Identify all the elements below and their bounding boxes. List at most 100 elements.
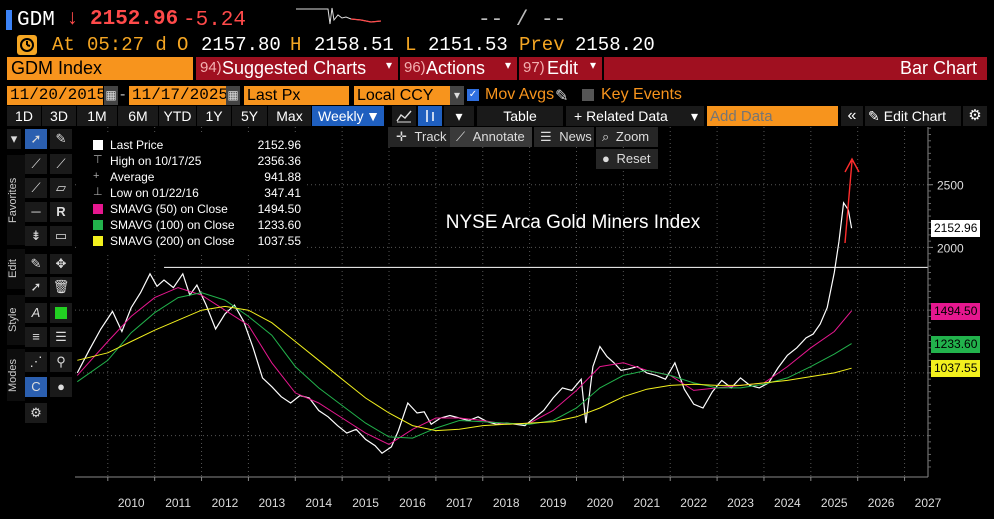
add-data-input[interactable] [707, 106, 838, 126]
key-events-checkbox[interactable] [582, 89, 594, 101]
legend-row-smavg-100[interactable]: SMAVG (100) on Close 1233.60 [79, 217, 307, 233]
settings-gear-icon[interactable]: ⚙ [25, 403, 47, 423]
legend-row-smavg-200[interactable]: SMAVG (200) on Close 1037.55 [79, 233, 307, 249]
end-date-field[interactable]: 11/17/2025 [129, 86, 228, 105]
bar-chart-icon[interactable] [418, 106, 442, 126]
line-weight-icon[interactable]: ≡ [25, 327, 47, 347]
period-max[interactable]: Max [268, 106, 311, 126]
period-ytd[interactable]: YTD [159, 106, 196, 126]
line-style-icon[interactable]: ☰ [50, 327, 72, 347]
chart-legend: Last Price 2152.96 ⊤ High on 10/17/25 23… [79, 135, 307, 255]
palette-collapse-icon[interactable]: ▾ [7, 129, 21, 149]
pencil-icon[interactable]: ✎ [25, 254, 47, 274]
dropdown-arrow-icon[interactable]: ▾ [450, 86, 464, 105]
crosshair-icon: ✛ [396, 129, 407, 144]
reset-label: Reset [616, 151, 651, 166]
edit-chart-label: Edit Chart [883, 108, 946, 124]
rectangle-icon[interactable]: ▭ [50, 226, 72, 246]
legend-row-last-price[interactable]: Last Price 2152.96 [79, 137, 307, 153]
period-6m[interactable]: 6M [118, 106, 158, 126]
line-chart-icon[interactable] [392, 106, 416, 126]
series-line-SMAVG (50) on Close [76, 287, 852, 445]
fib-icon[interactable]: ⇟ [25, 226, 47, 246]
draw-pen-icon[interactable]: ✎ [50, 129, 72, 149]
line-segment-icon[interactable]: ⟋ [25, 178, 47, 198]
x-tick-label: 2022 [680, 496, 707, 510]
ray-icon[interactable]: ⟋ [50, 154, 72, 174]
dropdown-arrow-icon: ▼ [366, 108, 380, 124]
tab-edit[interactable]: Edit [7, 249, 25, 289]
gear-icon[interactable]: ⚙ [963, 106, 987, 126]
high-label: H [290, 34, 302, 56]
chart-type-label: Bar Chart [899, 58, 977, 78]
x-tick-label: 2021 [633, 496, 660, 510]
calendar-icon[interactable]: ▦ [104, 86, 118, 105]
x-tick-label: 2023 [727, 496, 754, 510]
tab-style[interactable]: Style [7, 295, 25, 345]
security-field[interactable]: GDM Index [7, 57, 193, 80]
price-tag: 2152.96 [931, 220, 981, 238]
legend-value: 1233.60 [257, 218, 301, 232]
x-tick-label: 2013 [258, 496, 285, 510]
mov-avgs-checkbox[interactable]: ✓ [467, 89, 479, 101]
quote-header: GDM ↓ 2152.96 -5.24 -- / -- [0, 6, 994, 34]
legend-label: Last Price [110, 138, 164, 152]
ticker-symbol[interactable]: GDM [17, 9, 55, 32]
related-data-button[interactable]: + Related Data ▾ [566, 106, 704, 126]
legend-label: Average [110, 170, 155, 184]
palette-color-icon[interactable]: ● [50, 377, 72, 397]
channel-icon[interactable]: ▱ [50, 178, 72, 198]
retracement-icon[interactable]: R [50, 202, 72, 222]
period-3d[interactable]: 3D [42, 106, 76, 126]
edit-menu[interactable]: 97) Edit ▾ [519, 57, 602, 80]
text-style-icon[interactable]: A [25, 303, 47, 323]
period-1y[interactable]: 1Y [197, 106, 231, 126]
start-date-field[interactable]: 11/20/2015 [7, 86, 106, 105]
mode-icon[interactable]: C [25, 377, 47, 397]
dashed-line-icon[interactable]: ⋰ [25, 352, 47, 372]
zoom-label: Zoom [615, 129, 650, 144]
suggested-charts-menu[interactable]: 94) Suggested Charts ▾ [196, 57, 398, 80]
field-selector[interactable]: Last Px [244, 86, 349, 105]
trash-icon[interactable]: 🗑 [50, 277, 72, 297]
annotate-icon: ⟋ [456, 129, 466, 144]
price-chart[interactable]: 2010 2011 2012 2013 2014 2015 2016 2017 2018 2019… [0, 127, 994, 519]
color-swatch-icon[interactable] [50, 303, 72, 323]
drawing-tool-palette: Favorites Edit Style Modes ▾ ➚ ✎ ⟋ ⟋ ⟋ ▱… [7, 127, 75, 427]
currency-selector[interactable]: Local CCY [354, 86, 453, 105]
news-button[interactable]: ☰ News [534, 127, 594, 147]
tab-favorites[interactable]: Favorites [7, 155, 25, 245]
annotate-button[interactable]: ⟋ Annotate [450, 127, 532, 147]
legend-row-smavg-50[interactable]: SMAVG (50) on Close 1494.50 [79, 201, 307, 217]
mov-avgs-label[interactable]: Mov Avgs [485, 86, 555, 103]
edit-chart-button[interactable]: ✎ Edit Chart [865, 106, 961, 126]
legend-row-average: + Average 941.88 [79, 169, 307, 185]
legend-swatch [93, 220, 103, 230]
suggested-charts-label: Suggested Charts [222, 58, 367, 78]
select-icon[interactable]: ➚ [25, 277, 47, 297]
zoom-button[interactable]: ⌕ Zoom [596, 127, 658, 147]
move-icon[interactable]: ✥ [50, 254, 72, 274]
snap-icon[interactable]: ⚲ [50, 352, 72, 372]
table-button[interactable]: Table [477, 106, 563, 126]
track-button[interactable]: ✛ Track [388, 127, 462, 147]
period-1m[interactable]: 1M [77, 106, 117, 126]
actions-menu[interactable]: 96) Actions ▾ [400, 57, 517, 80]
intraday-sparkline [296, 7, 381, 25]
dropdown-arrow-icon[interactable]: ▾ [444, 106, 474, 126]
period-5y[interactable]: 5Y [232, 106, 267, 126]
chart-axes: 2010 2011 2012 2013 2014 2015 2016 2017 2018 2019… [75, 127, 964, 510]
pencil-icon[interactable]: ✎ [555, 88, 569, 105]
tab-modes[interactable]: Modes [7, 349, 25, 401]
reset-button[interactable]: ● Reset [596, 149, 658, 169]
trendline-icon[interactable]: ⟋ [25, 154, 47, 174]
cursor-icon[interactable]: ➚ [25, 129, 47, 149]
key-events-label[interactable]: Key Events [601, 86, 682, 103]
period-1d[interactable]: 1D [7, 106, 41, 126]
chart-title: NYSE Arca Gold Miners Index [446, 212, 701, 233]
collapse-chevrons-icon[interactable]: « [841, 106, 863, 126]
price-change: -5.24 [183, 9, 247, 32]
frequency-selector[interactable]: Weekly ▼ [312, 106, 384, 126]
calendar-icon[interactable]: ▦ [226, 86, 240, 105]
horizontal-line-icon[interactable]: ─ [25, 202, 47, 222]
